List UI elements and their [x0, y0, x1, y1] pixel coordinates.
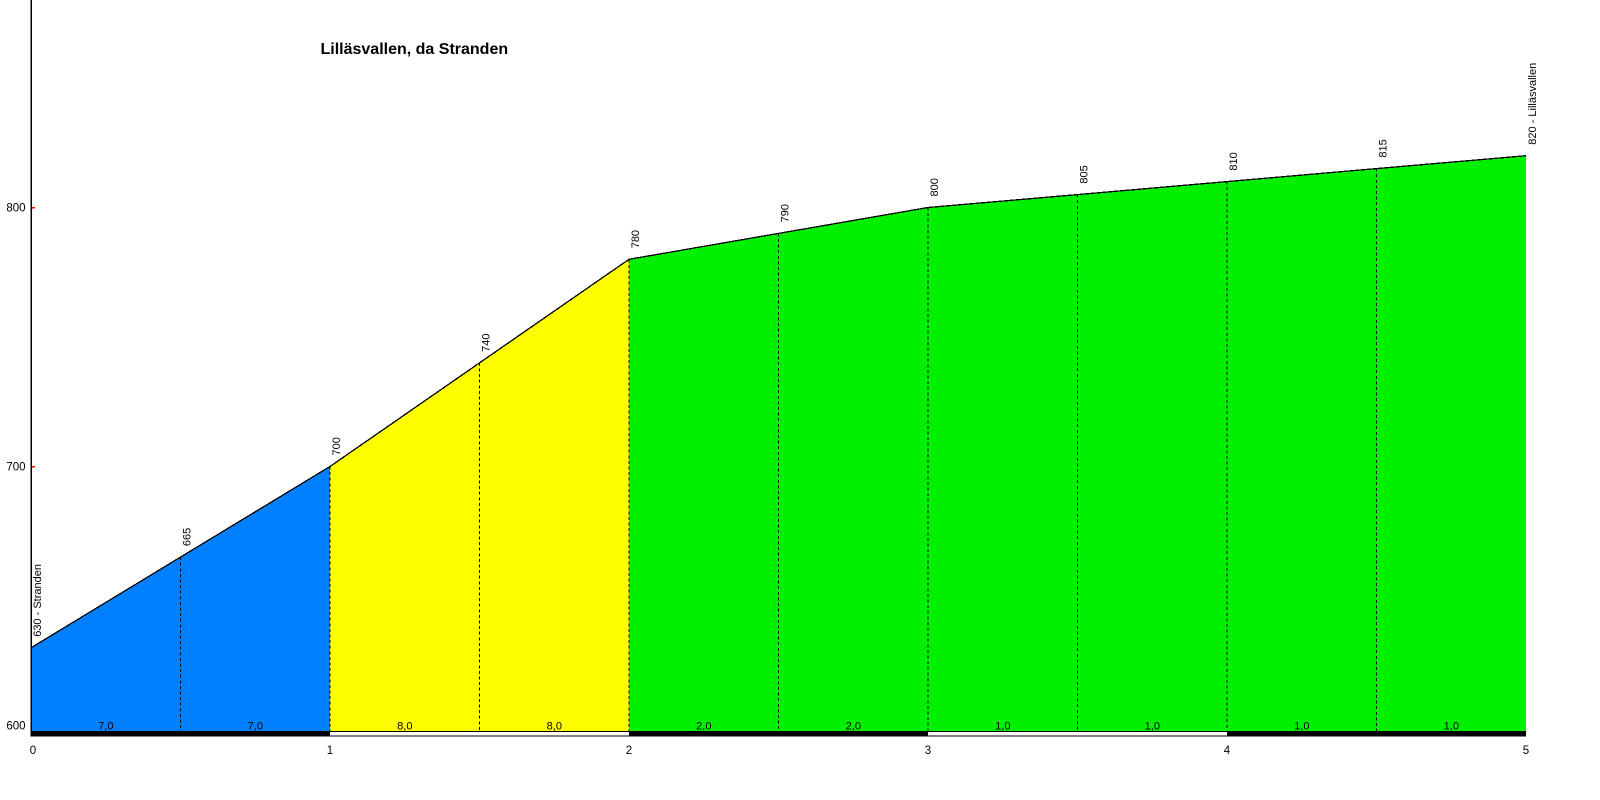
- svg-text:805: 805: [1079, 165, 1091, 183]
- svg-text:0: 0: [30, 745, 36, 757]
- svg-text:5: 5: [1523, 745, 1529, 757]
- svg-text:700: 700: [331, 437, 343, 455]
- svg-text:8,0: 8,0: [397, 721, 412, 733]
- svg-text:815: 815: [1378, 139, 1390, 157]
- svg-text:1,0: 1,0: [1145, 721, 1160, 733]
- svg-text:3: 3: [925, 745, 931, 757]
- svg-text:7,0: 7,0: [248, 721, 263, 733]
- svg-text:4: 4: [1224, 745, 1231, 757]
- svg-text:2: 2: [626, 745, 632, 757]
- svg-text:600: 600: [6, 721, 25, 733]
- svg-text:820 - Lilläsvallen: 820 - Lilläsvallen: [1527, 63, 1539, 145]
- svg-text:810: 810: [1228, 152, 1240, 170]
- svg-text:780: 780: [630, 230, 642, 248]
- svg-text:1,0: 1,0: [1294, 721, 1309, 733]
- svg-text:2,0: 2,0: [696, 721, 711, 733]
- svg-text:8,0: 8,0: [547, 721, 562, 733]
- svg-text:630 - Stranden: 630 - Stranden: [32, 564, 44, 637]
- svg-text:1,0: 1,0: [1444, 721, 1459, 733]
- svg-text:2,0: 2,0: [846, 721, 861, 733]
- svg-text:800: 800: [929, 178, 941, 196]
- svg-text:1: 1: [327, 745, 333, 757]
- svg-text:800: 800: [6, 203, 25, 215]
- svg-text:740: 740: [481, 334, 493, 352]
- svg-text:700: 700: [6, 462, 25, 474]
- svg-text:790: 790: [780, 204, 792, 222]
- svg-text:665: 665: [182, 528, 194, 546]
- svg-text:7,0: 7,0: [98, 721, 113, 733]
- svg-text:Lilläsvallen, da Stranden: Lilläsvallen, da Stranden: [321, 41, 509, 58]
- svg-text:1,0: 1,0: [995, 721, 1010, 733]
